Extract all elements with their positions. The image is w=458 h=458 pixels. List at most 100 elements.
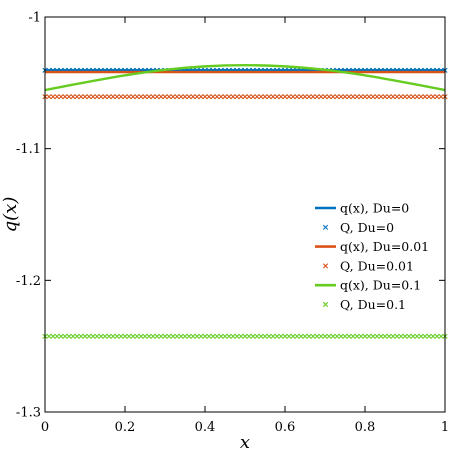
data-point bbox=[162, 94, 168, 100]
data-point bbox=[202, 94, 208, 100]
data-point bbox=[106, 333, 112, 339]
data-point bbox=[206, 94, 212, 100]
data-point bbox=[394, 333, 400, 339]
data-point bbox=[66, 94, 72, 100]
data-point bbox=[386, 333, 392, 339]
y-tick-label: -1.2 bbox=[16, 274, 41, 289]
data-point bbox=[210, 333, 216, 339]
data-point bbox=[106, 94, 112, 100]
data-point bbox=[82, 94, 88, 100]
data-point bbox=[186, 333, 192, 339]
data-point bbox=[238, 94, 244, 100]
data-point bbox=[102, 94, 108, 100]
data-point bbox=[234, 94, 240, 100]
data-point bbox=[290, 333, 296, 339]
data-point bbox=[46, 333, 52, 339]
legend-entry: q(x), Du=0.01 bbox=[315, 239, 429, 254]
x-tick-label: 1 bbox=[441, 420, 449, 435]
data-point bbox=[290, 94, 296, 100]
data-point bbox=[370, 333, 376, 339]
data-point bbox=[314, 333, 320, 339]
data-point bbox=[254, 333, 260, 339]
data-point bbox=[58, 94, 64, 100]
data-point bbox=[122, 94, 128, 100]
data-point bbox=[294, 94, 300, 100]
data-point bbox=[114, 94, 120, 100]
data-point bbox=[418, 333, 424, 339]
data-point bbox=[358, 333, 364, 339]
series-4 bbox=[44, 63, 446, 92]
data-point bbox=[198, 94, 204, 100]
data-point bbox=[130, 333, 136, 339]
data-point bbox=[426, 94, 432, 100]
data-point bbox=[382, 94, 388, 100]
legend-entry: Q, Du=0.1 bbox=[322, 297, 406, 312]
data-point bbox=[166, 333, 172, 339]
data-point bbox=[358, 94, 364, 100]
data-point bbox=[362, 333, 368, 339]
data-point bbox=[326, 94, 332, 100]
data-point bbox=[266, 94, 272, 100]
data-point bbox=[302, 94, 308, 100]
data-point bbox=[90, 94, 96, 100]
data-point bbox=[242, 94, 248, 100]
data-point bbox=[330, 94, 336, 100]
y-tick-label: -1.3 bbox=[16, 406, 41, 421]
data-point bbox=[190, 333, 196, 339]
data-point bbox=[210, 94, 216, 100]
legend-marker-swatch bbox=[322, 263, 329, 269]
data-point bbox=[314, 94, 320, 100]
data-point bbox=[62, 333, 68, 339]
data-point bbox=[334, 94, 340, 100]
x-tick-label: 0.4 bbox=[195, 420, 216, 435]
data-point bbox=[66, 333, 72, 339]
data-point bbox=[170, 94, 176, 100]
data-point bbox=[366, 94, 372, 100]
data-point bbox=[94, 94, 100, 100]
data-point bbox=[142, 333, 148, 339]
x-tick-label: 0.2 bbox=[115, 420, 136, 435]
data-point bbox=[126, 94, 132, 100]
data-point bbox=[58, 333, 64, 339]
data-point bbox=[166, 94, 172, 100]
data-point bbox=[282, 333, 288, 339]
data-point bbox=[338, 333, 344, 339]
legend-label: q(x), Du=0 bbox=[340, 201, 409, 216]
x-tick-label: 0 bbox=[41, 420, 49, 435]
data-point bbox=[238, 333, 244, 339]
data-point bbox=[226, 94, 232, 100]
data-point bbox=[334, 333, 340, 339]
data-point bbox=[98, 333, 104, 339]
data-point bbox=[50, 94, 56, 100]
x-axis-label: x bbox=[240, 432, 250, 453]
data-point bbox=[394, 94, 400, 100]
data-point bbox=[154, 94, 160, 100]
data-point bbox=[298, 333, 304, 339]
data-point bbox=[146, 94, 152, 100]
legend-label: Q, Du=0.1 bbox=[340, 297, 406, 312]
data-point bbox=[434, 333, 440, 339]
data-point bbox=[174, 333, 180, 339]
data-point bbox=[114, 333, 120, 339]
data-point bbox=[434, 94, 440, 100]
data-point bbox=[162, 333, 168, 339]
data-point bbox=[182, 94, 188, 100]
data-point bbox=[94, 333, 100, 339]
data-point bbox=[430, 94, 436, 100]
data-point bbox=[398, 94, 404, 100]
axes-layer: 0 0.2 0.4 0.6 0.8 1 -1 -1.1 -1.2 -1.3 x q(x) bbox=[0, 11, 449, 454]
data-point bbox=[262, 333, 268, 339]
data-point bbox=[70, 94, 76, 100]
data-point bbox=[186, 94, 192, 100]
data-point bbox=[78, 333, 84, 339]
data-point bbox=[354, 94, 360, 100]
data-point bbox=[378, 333, 384, 339]
data-point bbox=[350, 94, 356, 100]
data-point bbox=[82, 333, 88, 339]
data-point bbox=[126, 333, 132, 339]
data-point bbox=[154, 333, 160, 339]
axes-box bbox=[44, 16, 446, 413]
data-point bbox=[150, 94, 156, 100]
data-point bbox=[366, 333, 372, 339]
